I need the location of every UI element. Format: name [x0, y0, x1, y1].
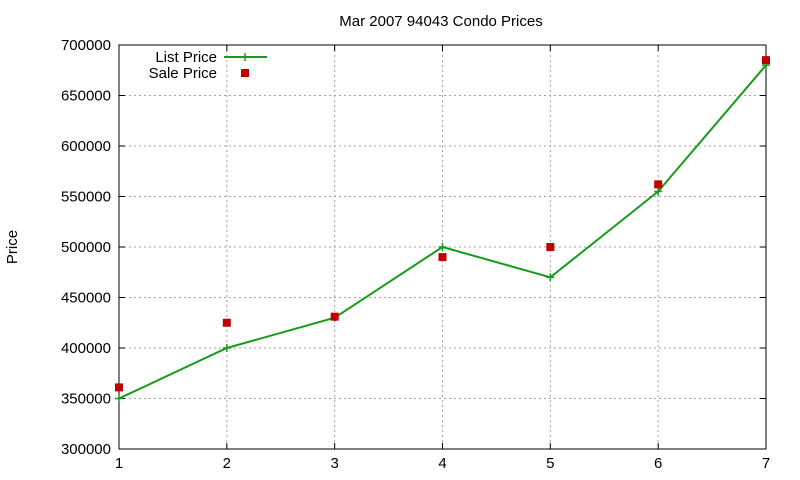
- y-tick-label: 350000: [61, 391, 111, 408]
- y-axis-label: Price: [4, 230, 21, 264]
- y-tick-label: 600000: [61, 138, 111, 155]
- y-tick-label: 400000: [61, 340, 111, 357]
- series-0-point: [222, 344, 231, 352]
- series-1-point: [654, 180, 663, 189]
- y-tick-label: 450000: [61, 290, 111, 307]
- legend-swatch-marker-1: [241, 69, 249, 77]
- x-tick-label: 5: [546, 455, 554, 472]
- y-tick-label: 700000: [61, 37, 111, 54]
- series-1-point: [438, 253, 447, 262]
- y-tick-label: 300000: [61, 441, 111, 458]
- legend-swatch-marker-0: [241, 53, 249, 61]
- series-1-point: [330, 312, 339, 321]
- x-tick-label: 3: [330, 455, 338, 472]
- y-tick-label: 650000: [61, 88, 111, 105]
- x-tick-label: 1: [115, 455, 123, 472]
- series-0-point: [654, 187, 663, 196]
- y-tick-label: 500000: [61, 239, 111, 256]
- x-tick-label: 4: [438, 455, 446, 472]
- series-0-point: [438, 243, 447, 251]
- x-tick-label: 2: [223, 455, 231, 472]
- y-tick-label: 550000: [61, 189, 111, 206]
- legend-label-0: List Price: [155, 49, 217, 66]
- series-1-point: [546, 243, 555, 251]
- chart-title: Mar 2007 94043 Condo Prices: [339, 13, 542, 30]
- x-tick-label: 7: [762, 455, 770, 472]
- series-1-point: [222, 318, 231, 327]
- series-1-point: [762, 56, 770, 65]
- series-0-point: [115, 394, 123, 403]
- legend-label-1: Sale Price: [149, 65, 217, 82]
- axis-ticks: 1 2 3 4 5 6 7 300000 350000 400000 450000 500000 550…: [61, 37, 770, 472]
- x-tick-label: 6: [654, 455, 662, 472]
- series-0-point: [546, 273, 555, 282]
- series-layer: [115, 56, 770, 403]
- series-1-point: [115, 383, 123, 392]
